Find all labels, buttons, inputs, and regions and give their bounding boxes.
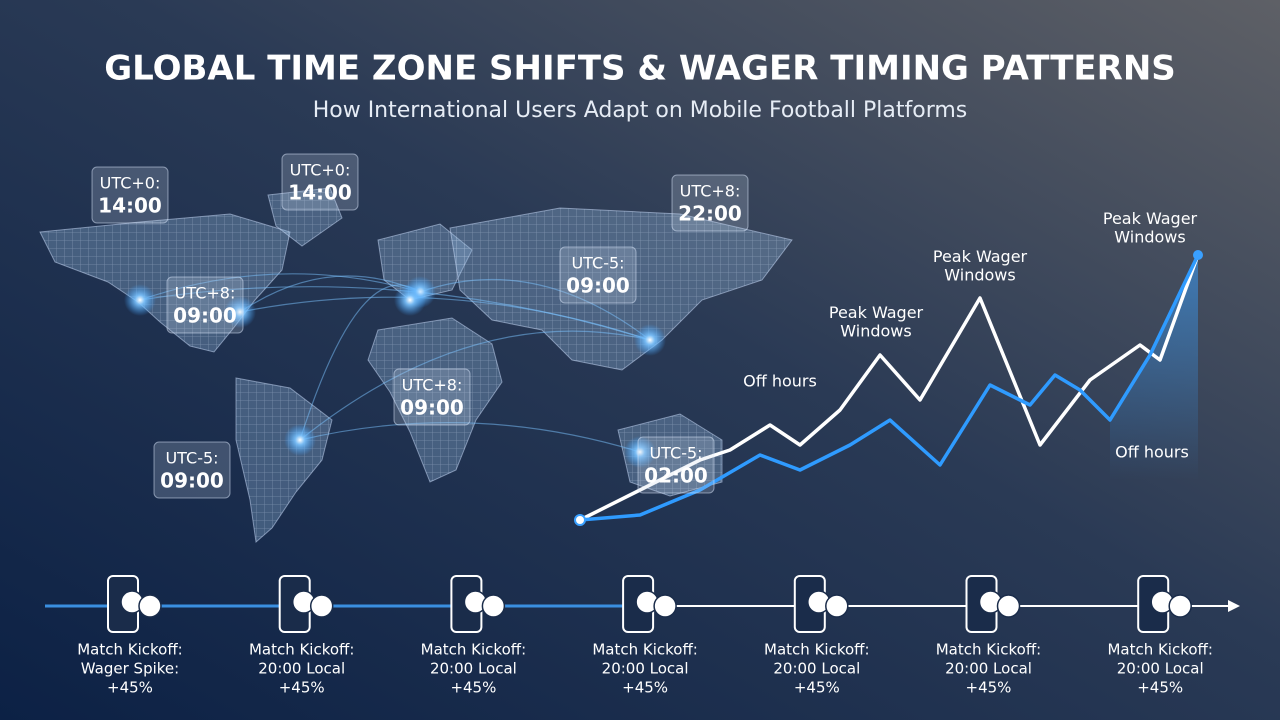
chart-annotation: Peak Wager Windows — [829, 303, 924, 340]
ball-icon — [996, 594, 1021, 618]
time-zone: UTC+0: — [100, 174, 161, 193]
trend-end — [1193, 250, 1203, 260]
timeline-label: 20:00 Local — [945, 660, 1032, 678]
trend-lines — [574, 250, 1203, 526]
chart-annotation: Off hours — [743, 372, 817, 391]
timeline-label: +45% — [622, 679, 668, 697]
city-glow — [284, 424, 316, 456]
arc — [139, 286, 651, 341]
arc — [299, 330, 651, 441]
time-label-box — [637, 436, 715, 494]
ball-icon — [138, 594, 162, 618]
trend-line-white — [579, 254, 1200, 522]
time-value: 02:00 — [644, 464, 708, 488]
time-zone: UTC+0: — [290, 161, 351, 180]
timeline-label: +45% — [279, 679, 325, 697]
timeline-label: +45% — [966, 679, 1012, 697]
timeline-label: Wager Spike: — [81, 660, 179, 678]
timeline-label: +45% — [107, 679, 153, 697]
city-glow — [124, 284, 156, 316]
time-value: 14:00 — [98, 194, 162, 218]
timeline-label: Match Kickoff: — [936, 641, 1042, 659]
time-value: 09:00 — [566, 274, 630, 298]
timeline-label: 20:00 Local — [602, 660, 689, 678]
time-value: 09:00 — [160, 469, 224, 493]
city-glows — [124, 276, 666, 468]
chart-annotation: Peak Wager Windows — [1103, 209, 1198, 246]
time-value: 09:00 — [400, 396, 464, 420]
arc — [139, 273, 421, 301]
timeline-label: +45% — [450, 679, 496, 697]
time-value: 22:00 — [678, 202, 742, 226]
time-label-box — [91, 166, 169, 224]
subtitle: How International Users Adapt on Mobile … — [313, 98, 968, 123]
timeline-label: 20:00 Local — [430, 660, 517, 678]
time-value: 14:00 — [288, 181, 352, 205]
timeline-label: 20:00 Local — [258, 660, 345, 678]
city-glow — [394, 284, 426, 316]
time-label-box — [393, 368, 471, 426]
timeline-label: Match Kickoff: — [249, 641, 355, 659]
chart-annotation: Peak Wager Windows — [933, 247, 1028, 284]
arc — [299, 422, 641, 453]
time-value: 09:00 — [173, 304, 237, 328]
timeline-label: Match Kickoff: — [421, 641, 527, 659]
arc — [239, 275, 421, 313]
time-zone: UTC-5: — [165, 449, 218, 468]
time-label-box — [166, 276, 244, 334]
chart-annotation: Off hours — [1115, 443, 1189, 462]
city-glow — [224, 296, 256, 328]
time-zone: UTC+8: — [680, 182, 741, 201]
city-glow — [624, 436, 656, 468]
timeline-label: +45% — [794, 679, 840, 697]
time-zone: UTC-5: — [649, 444, 702, 463]
arc — [419, 278, 651, 341]
timeline-arrow — [1228, 600, 1240, 612]
ball-icon — [481, 594, 506, 618]
time-zone: UTC-5: — [571, 254, 624, 273]
title: GLOBAL TIME ZONE SHIFTS & WAGER TIMING P… — [104, 49, 1176, 89]
time-zone: UTC+8: — [175, 284, 236, 303]
timeline-label: 20:00 Local — [1117, 660, 1204, 678]
ball-icon — [1168, 594, 1192, 618]
trend-line-blue — [579, 254, 1200, 522]
city-glow — [634, 324, 666, 356]
ball-icon — [825, 594, 849, 618]
timeline-label: Match Kickoff: — [1107, 641, 1213, 659]
timeline-label: +45% — [1137, 679, 1183, 697]
timeline-label: 20:00 Local — [773, 660, 860, 678]
ball-icon — [653, 594, 677, 618]
time-label-box — [559, 246, 637, 304]
time-zone: UTC+8: — [402, 376, 463, 395]
timeline: Match Kickoff:Wager Spike:+45%Match Kick… — [77, 575, 1213, 697]
timeline-label: Match Kickoff: — [764, 641, 870, 659]
trend-start — [574, 514, 586, 526]
ball-icon — [309, 594, 334, 618]
time-label-box — [671, 174, 749, 232]
time-label-box — [153, 441, 231, 499]
timeline-label: Match Kickoff: — [592, 641, 698, 659]
time-label-box — [281, 153, 359, 211]
timeline-label: Match Kickoff: — [77, 641, 183, 659]
